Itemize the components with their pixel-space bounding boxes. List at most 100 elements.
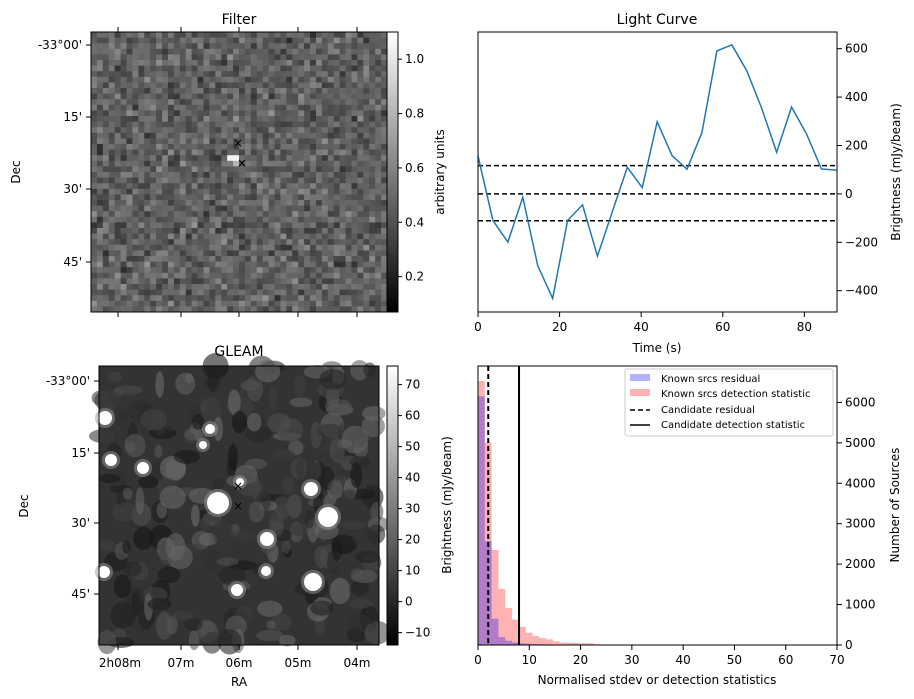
pixel [310,194,317,201]
pixel [369,289,376,296]
pixel [91,37,98,44]
histogram-bar [539,638,547,645]
pixel [221,149,228,156]
pixel [244,300,252,307]
pixel [150,166,157,173]
pixel [315,272,323,279]
pixel [333,216,341,223]
pixel [280,272,287,279]
pixel [167,177,175,184]
pixel [310,211,317,218]
pixel [138,60,145,67]
noise-blob [363,362,376,378]
pixel [304,93,311,100]
pixel [351,76,358,83]
pixel [280,121,287,128]
pixel [138,177,145,184]
pixel [126,166,133,173]
pixel [91,127,98,134]
pixel [262,177,270,184]
pixel [156,104,163,111]
pixel [310,250,317,257]
pixel [191,256,199,263]
pixel [138,144,145,151]
pixel [333,132,341,139]
pixel [91,272,98,279]
pixel [132,54,139,61]
pixel [120,239,128,246]
pixel [310,60,317,67]
pixel [256,188,264,195]
pixel [345,82,352,89]
pixel [268,205,276,212]
pixel [191,104,199,111]
pixel [274,306,281,313]
pixel [286,256,293,263]
pixel [298,216,305,223]
pixel [179,284,187,291]
pixel [156,110,163,117]
pixel [274,267,281,274]
pixel [227,48,234,55]
pixel [126,284,133,291]
noise-blob [212,477,225,489]
pixel [250,88,258,95]
pixel [280,295,287,302]
pixel [221,289,228,296]
pixel [381,65,388,72]
pixel [197,233,204,240]
pixel [333,183,341,190]
pixel [274,233,281,240]
pixel [310,99,317,106]
pixel [126,278,133,285]
pixel [120,166,128,173]
pixel [327,278,335,285]
pixel [298,144,305,151]
pixel [250,200,258,207]
pixel [250,37,258,44]
pixel [162,160,169,167]
pixel [138,306,145,313]
pixel [114,233,122,240]
pixel [215,272,222,279]
pixel [167,104,175,111]
pixel [221,233,228,240]
pixel [114,138,122,145]
pixel [215,48,222,55]
pixel [369,205,376,212]
pixel [286,160,293,167]
pixel [144,121,151,128]
pixel [167,244,175,251]
pixel [108,99,116,106]
pixel [304,256,311,263]
pixel [292,289,299,296]
pixel [150,65,157,72]
pixel [150,233,157,240]
pixel [233,166,240,173]
pixel [191,300,199,307]
pixel [345,239,352,246]
pixel [233,256,240,263]
pixel [167,99,175,106]
histogram-bar [512,642,519,645]
pixel [156,300,163,307]
pixel [233,244,240,251]
pixel [339,211,347,218]
pixel [197,300,204,307]
pixel [191,144,199,151]
pixel [179,216,187,223]
pixel [381,110,388,117]
pixel [114,71,122,78]
pixel [369,121,376,128]
pixel [304,127,311,134]
pixel [363,233,370,240]
pixel [286,228,293,235]
pixel [268,222,276,229]
pixel [351,138,358,145]
pixel [114,256,122,263]
pixel [191,32,199,39]
pixel [91,284,98,291]
pixel [357,93,364,100]
pixel [173,194,181,201]
pixel [203,183,210,190]
